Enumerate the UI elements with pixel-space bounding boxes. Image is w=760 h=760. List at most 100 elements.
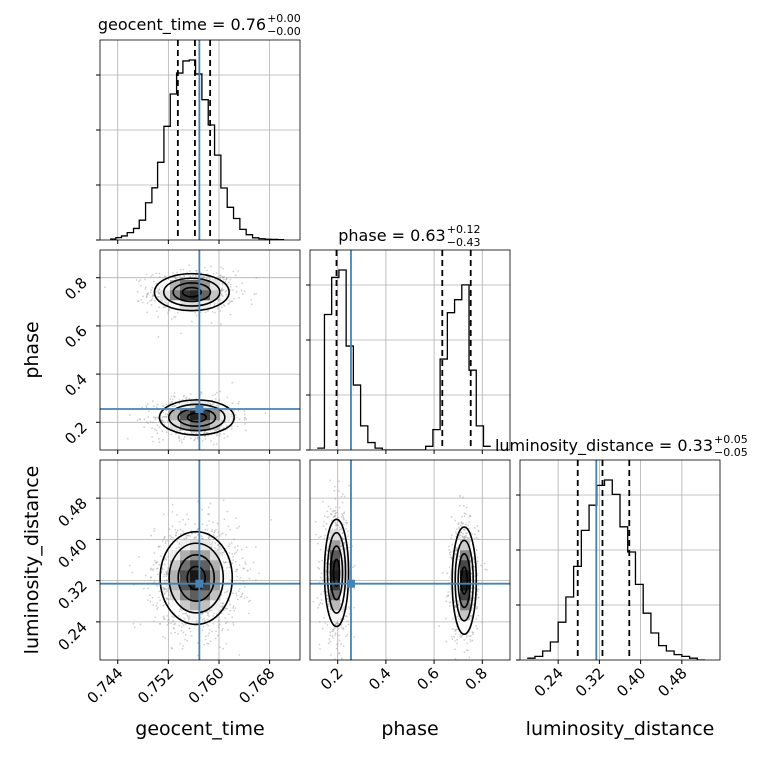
scatter-point <box>162 306 165 309</box>
scatter-point <box>335 522 337 525</box>
title-name: phase <box>338 226 386 245</box>
scatter-point <box>463 528 465 531</box>
scatter-point <box>182 395 185 398</box>
scatter-point <box>334 509 337 512</box>
scatter-point <box>146 587 149 590</box>
scatter-point <box>196 436 199 439</box>
scatter-point <box>451 543 454 546</box>
scatter-point <box>151 295 154 298</box>
scatter-point <box>155 567 158 570</box>
scatter-point <box>464 536 466 539</box>
scatter-point <box>193 431 196 434</box>
scatter-point <box>476 605 479 608</box>
scatter-point <box>182 624 185 627</box>
scatter-point <box>345 522 348 525</box>
scatter-point <box>150 275 153 277</box>
scatter-point <box>324 528 327 531</box>
density-cell <box>210 570 221 581</box>
scatter-point <box>151 569 154 571</box>
y-tick-label: 0.4 <box>61 370 91 400</box>
scatter-point <box>162 635 165 638</box>
scatter-point <box>153 552 156 554</box>
scatter-point <box>241 593 243 596</box>
scatter-point <box>152 421 154 424</box>
scatter-point <box>225 278 228 281</box>
scatter-point <box>235 570 238 573</box>
scatter-point <box>471 639 474 642</box>
scatter-point <box>206 528 209 531</box>
density-cell <box>190 410 201 421</box>
scatter-point <box>151 286 154 289</box>
scatter-point <box>246 596 248 599</box>
scatter-point <box>221 602 224 605</box>
scatter-point <box>186 513 188 516</box>
scatter-point <box>157 291 160 294</box>
scatter-point <box>165 558 167 561</box>
scatter-point <box>155 562 158 564</box>
scatter-point <box>210 321 213 324</box>
scatter-point <box>334 623 337 626</box>
scatter-point <box>252 561 255 564</box>
scatter-point <box>333 516 335 518</box>
scatter-point <box>162 421 165 423</box>
scatter-point <box>343 541 346 544</box>
scatter-point <box>222 278 225 281</box>
scatter-point <box>455 532 458 535</box>
scatter-point <box>477 614 480 617</box>
scatter-point <box>179 275 181 278</box>
scatter-point <box>461 522 464 525</box>
x-axis-label: luminosity_distance <box>526 718 715 740</box>
scatter-point <box>178 435 180 437</box>
scatter-point <box>321 559 323 562</box>
scatter-point <box>171 398 174 401</box>
scatter-point <box>225 590 228 593</box>
scatter-point <box>247 569 249 572</box>
density-cell <box>460 620 471 631</box>
scatter-point <box>222 267 224 270</box>
scatter-point <box>320 572 323 575</box>
scatter-point <box>477 588 480 591</box>
scatter-point <box>184 612 186 615</box>
scatter-point <box>236 527 239 530</box>
scatter-point <box>168 410 171 412</box>
scatter-point <box>329 507 332 510</box>
scatter-point <box>156 573 159 576</box>
scatter-point <box>163 580 166 582</box>
scatter-point <box>162 438 164 441</box>
scatter-point <box>335 643 338 646</box>
scatter-point <box>476 588 479 591</box>
scatter-point <box>247 600 250 603</box>
scatter-point <box>334 512 337 515</box>
scatter-point <box>333 485 336 488</box>
density-cell <box>460 610 471 621</box>
scatter-point <box>229 528 232 531</box>
scatter-point <box>176 529 179 532</box>
scatter-point <box>343 511 346 514</box>
scatter-point <box>191 320 193 323</box>
scatter-point <box>325 571 328 574</box>
scatter-point <box>240 289 243 292</box>
scatter-point <box>166 302 168 305</box>
scatter-point <box>470 616 473 618</box>
scatter-point <box>224 533 227 536</box>
scatter-point <box>221 306 223 309</box>
scatter-point <box>225 293 228 296</box>
scatter-point <box>318 621 321 623</box>
scatter-point <box>459 634 462 636</box>
scatter-point <box>464 536 467 539</box>
scatter-point <box>328 603 330 605</box>
scatter-point <box>229 278 232 281</box>
scatter-point <box>221 554 224 556</box>
scatter-point <box>240 548 243 551</box>
scatter-point <box>235 592 238 595</box>
scatter-point <box>264 412 267 415</box>
scatter-point <box>337 628 340 630</box>
scatter-point <box>319 548 322 551</box>
scatter-point <box>165 409 168 412</box>
scatter-point <box>189 630 192 633</box>
scatter-point <box>168 308 171 311</box>
scatter-point <box>232 624 235 626</box>
scatter-point <box>165 413 167 415</box>
scatter-point <box>212 614 214 617</box>
scatter-point <box>149 600 152 603</box>
